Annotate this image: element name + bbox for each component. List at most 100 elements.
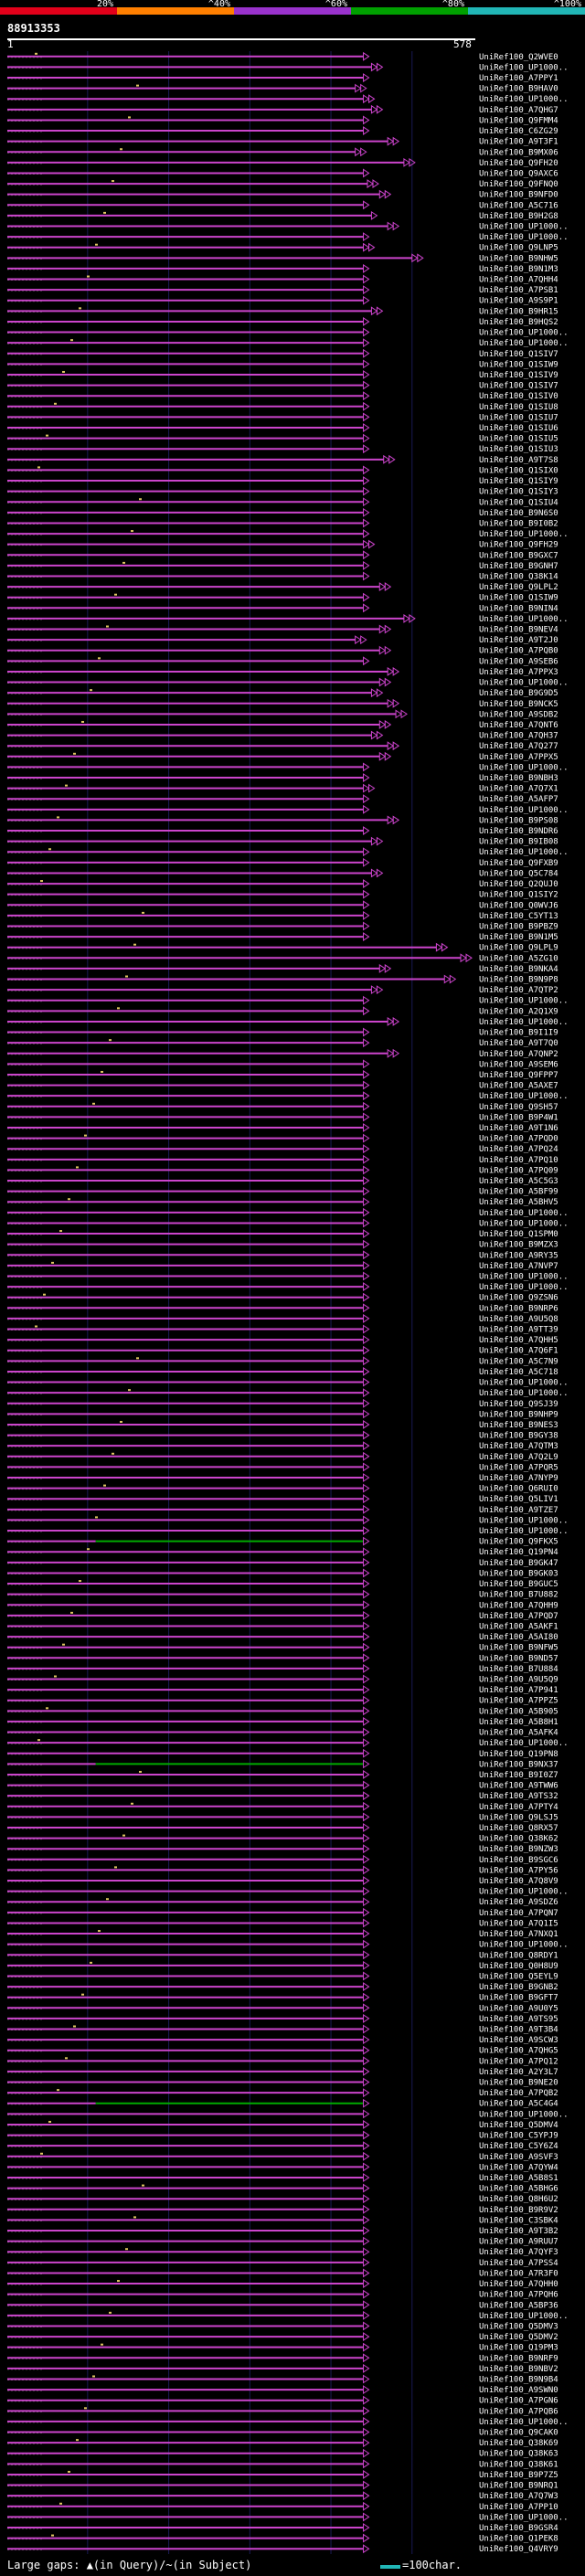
hit-label: UniRef100_UP1000..: [479, 997, 569, 1006]
hit-label: UniRef100_UP1000..: [479, 615, 569, 624]
hit-label: UniRef100_B9NEV4: [479, 626, 558, 635]
hit-label: UniRef100_A7PSS4: [479, 2259, 558, 2268]
hit-label: UniRef100_Q6RUI0: [479, 1485, 558, 1494]
hit-label: UniRef100_A7P941: [479, 1686, 558, 1695]
hit-end-marker: [383, 454, 390, 464]
hit-label: UniRef100_Q1SPM0: [479, 1230, 558, 1239]
hit-end-marker: [363, 1038, 370, 1048]
hit-label: UniRef100_UP1000..: [479, 806, 569, 815]
insertion-mark: [68, 2470, 70, 2473]
hit-end-marker: [363, 2088, 370, 2098]
insertion-mark: [48, 2120, 51, 2123]
hit-end-marker: [363, 1451, 370, 1461]
hit-end-marker: [363, 1663, 370, 1673]
hit-label: UniRef100_Q5EYL9: [479, 1972, 558, 1981]
hit-end-marker: [363, 263, 370, 273]
hit-label: UniRef100_A7PQ24: [479, 1145, 558, 1154]
hit-label: UniRef100_A7Q1I5: [479, 1919, 558, 1928]
ruler-end-label: 578: [453, 38, 472, 50]
hit-end-marker: [363, 1536, 370, 1546]
hit-end-marker: [370, 868, 378, 878]
hit-end-marker: [363, 1409, 370, 1419]
hit-label: UniRef100_Q1SIV7: [479, 382, 558, 391]
scale-label: ^100%: [554, 0, 581, 9]
hit-end-marker: [363, 232, 370, 242]
large-gaps-legend: Large gaps: ▲(in Query)/~(in Subject): [7, 2559, 252, 2571]
hit-label: UniRef100_A7PQN7: [479, 1909, 558, 1918]
hit-end-marker: [363, 1441, 370, 1451]
hit-label: UniRef100_UP1000..: [479, 1018, 569, 1027]
hit-end-marker: [378, 677, 387, 687]
hit-label: UniRef100_A9SWN0: [479, 2386, 558, 2395]
hit-end-marker: [363, 2268, 370, 2278]
hit-label: UniRef100_UP1000..: [479, 1219, 569, 1228]
hit-end-marker: [363, 1176, 370, 1185]
scale-segment: [0, 7, 117, 15]
hit-label: UniRef100_Q9FH29: [479, 541, 558, 550]
hit-end-marker: [363, 1197, 370, 1207]
hit-end-marker: [387, 136, 395, 146]
hit-label: UniRef100_UP1000..: [479, 848, 569, 857]
hit-end-marker: [363, 2385, 370, 2395]
insertion-mark: [112, 180, 114, 183]
hit-end-marker: [367, 179, 374, 189]
hit-end-marker: [363, 412, 370, 422]
hit-end-marker: [355, 83, 362, 93]
hit-end-marker: [363, 1674, 370, 1684]
hit-end-marker: [363, 1070, 370, 1079]
insertion-mark: [48, 848, 51, 851]
hit-end-marker: [363, 2448, 370, 2458]
hit-end-marker: [363, 1579, 370, 1588]
hit-end-marker: [378, 720, 387, 729]
hit-extension-marker: [376, 985, 384, 995]
hit-label: UniRef100_A5C5G3: [479, 1177, 558, 1186]
hit-label: UniRef100_A7NYP9: [479, 1474, 558, 1483]
hit-end-marker: [363, 1144, 370, 1154]
hit-end-marker: [378, 963, 387, 973]
insertion-mark: [136, 84, 139, 87]
hit-label: UniRef100_B9N1M3: [479, 265, 558, 274]
hit-label: UniRef100_Q4VRY9: [479, 2545, 558, 2554]
hit-label: UniRef100_B9GK03: [479, 1569, 558, 1578]
hit-label: UniRef100_A2Y3L7: [479, 2068, 558, 2077]
hit-label: UniRef100_UP1000..: [479, 1092, 569, 1101]
insertion-mark: [37, 466, 40, 469]
hit-label: UniRef100_A7NVP7: [479, 1262, 558, 1271]
hit-extension-marker: [449, 974, 457, 984]
hit-label: UniRef100_A7QTM3: [479, 1442, 558, 1451]
hit-label: UniRef100_B9NHW5: [479, 254, 558, 263]
hit-end-marker: [363, 94, 370, 104]
hit-end-marker: [363, 1600, 370, 1610]
hit-label: UniRef100_A7PSB1: [479, 286, 558, 295]
hit-label: UniRef100_Q38K62: [479, 1835, 558, 1844]
hit-end-marker: [363, 1420, 370, 1429]
hit-end-marker: [363, 126, 370, 135]
hit-end-marker: [378, 751, 387, 761]
hit-end-marker: [363, 380, 370, 390]
hit-end-marker: [363, 1960, 370, 1970]
hit-label: UniRef100_UP1000..: [479, 1739, 569, 1748]
hit-end-marker: [363, 1865, 370, 1875]
hit-end-marker: [363, 1101, 370, 1111]
hit-end-marker: [363, 2374, 370, 2384]
hit-label: UniRef100_A7PQ10: [479, 1156, 558, 1165]
hit-end-marker: [363, 2257, 370, 2267]
hit-label: UniRef100_A9T2J0: [479, 636, 558, 645]
hit-label: UniRef100_B9NFW5: [479, 1644, 558, 1653]
hit-extension-marker: [392, 221, 400, 231]
insertion-mark: [106, 625, 109, 628]
insertion-mark: [87, 275, 90, 278]
hit-end-marker: [363, 560, 370, 570]
hit-extension-marker: [360, 147, 367, 157]
hit-alignment-plot: UniRef100_Q2WVE0UniRef100_UP1000..UniRef…: [7, 51, 569, 2554]
hit-label: UniRef100_A7PPX5: [479, 753, 558, 762]
insertion-mark: [90, 1961, 92, 1964]
hit-end-marker: [370, 210, 378, 220]
hit-end-marker: [363, 2194, 370, 2204]
hit-end-marker: [363, 900, 370, 910]
hit-label: UniRef100_Q1SIU7: [479, 413, 558, 422]
hit-extension-marker: [384, 720, 392, 729]
hit-label: UniRef100_A5C718: [479, 1368, 558, 1377]
hit-label: UniRef100_Q0H8U9: [479, 1962, 558, 1971]
hit-end-marker: [460, 953, 467, 963]
